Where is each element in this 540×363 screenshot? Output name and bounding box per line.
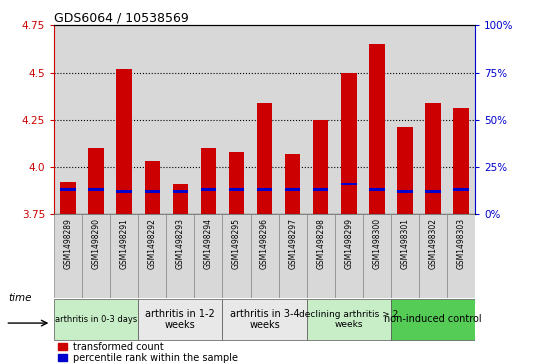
Bar <box>222 25 251 214</box>
Bar <box>341 183 356 185</box>
Bar <box>363 214 391 298</box>
Bar <box>60 188 76 191</box>
Text: GSM1498294: GSM1498294 <box>204 219 213 269</box>
Text: GSM1498297: GSM1498297 <box>288 219 297 269</box>
Bar <box>166 25 194 214</box>
Bar <box>313 120 328 214</box>
Text: GSM1498298: GSM1498298 <box>316 219 325 269</box>
Bar <box>307 25 335 214</box>
Bar <box>194 25 222 214</box>
Bar <box>307 214 335 298</box>
Bar <box>279 214 307 298</box>
Bar <box>251 214 279 298</box>
Text: arthritis in 1-2
weeks: arthritis in 1-2 weeks <box>145 309 215 330</box>
Bar <box>391 298 475 340</box>
Text: GSM1498300: GSM1498300 <box>373 219 381 269</box>
Bar <box>279 25 307 214</box>
Bar <box>117 190 132 193</box>
Bar <box>313 188 328 191</box>
Bar <box>369 44 384 214</box>
Bar <box>447 214 475 298</box>
Bar <box>307 298 391 340</box>
Text: GSM1498301: GSM1498301 <box>401 219 409 269</box>
Bar <box>447 25 475 214</box>
Bar <box>58 354 68 361</box>
Bar <box>257 188 272 191</box>
Text: GSM1498293: GSM1498293 <box>176 219 185 269</box>
Bar <box>138 25 166 214</box>
Bar <box>201 148 216 214</box>
Text: arthritis in 0-3 days: arthritis in 0-3 days <box>55 315 137 324</box>
Text: transformed count: transformed count <box>73 342 164 352</box>
Bar <box>426 103 441 214</box>
Bar <box>173 190 188 193</box>
Bar <box>341 73 356 214</box>
Bar <box>419 25 447 214</box>
Bar <box>54 214 82 298</box>
Bar <box>335 25 363 214</box>
Bar <box>222 214 251 298</box>
Bar <box>110 214 138 298</box>
Bar <box>391 25 419 214</box>
Bar <box>110 25 138 214</box>
Text: GSM1498302: GSM1498302 <box>429 219 437 269</box>
Bar <box>419 214 447 298</box>
Bar <box>397 190 413 193</box>
Bar <box>363 25 391 214</box>
Bar <box>222 298 307 340</box>
Text: declining arthritis > 2
weeks: declining arthritis > 2 weeks <box>299 310 399 329</box>
Bar <box>89 188 104 191</box>
Bar <box>426 190 441 193</box>
Bar <box>138 214 166 298</box>
Text: GSM1498292: GSM1498292 <box>148 219 157 269</box>
Bar <box>60 182 76 214</box>
Text: GSM1498303: GSM1498303 <box>457 219 465 269</box>
Text: GSM1498296: GSM1498296 <box>260 219 269 269</box>
Text: non-induced control: non-induced control <box>384 314 482 325</box>
Bar <box>166 214 194 298</box>
Bar <box>369 188 384 191</box>
Bar <box>454 188 469 191</box>
Bar <box>454 109 469 214</box>
Text: arthritis in 3-4
weeks: arthritis in 3-4 weeks <box>230 309 299 330</box>
Bar <box>285 154 300 214</box>
Bar <box>82 25 110 214</box>
Bar <box>285 188 300 191</box>
Bar <box>54 298 138 340</box>
Text: GSM1498289: GSM1498289 <box>64 219 72 269</box>
Bar <box>229 152 244 214</box>
Bar <box>397 127 413 214</box>
Bar <box>117 69 132 214</box>
Bar <box>82 214 110 298</box>
Bar <box>251 25 279 214</box>
Bar <box>145 161 160 214</box>
Text: GDS6064 / 10538569: GDS6064 / 10538569 <box>54 11 189 24</box>
Text: percentile rank within the sample: percentile rank within the sample <box>73 352 238 363</box>
Text: GSM1498290: GSM1498290 <box>92 219 100 269</box>
Bar <box>335 214 363 298</box>
Bar <box>89 148 104 214</box>
Text: GSM1498295: GSM1498295 <box>232 219 241 269</box>
Bar <box>173 184 188 214</box>
Text: time: time <box>8 293 32 303</box>
Text: GSM1498299: GSM1498299 <box>345 219 353 269</box>
Bar <box>138 298 222 340</box>
Bar <box>58 343 68 350</box>
Bar <box>54 25 82 214</box>
Text: GSM1498291: GSM1498291 <box>120 219 129 269</box>
Bar <box>257 103 272 214</box>
Bar <box>201 188 216 191</box>
Bar <box>391 214 419 298</box>
Bar <box>194 214 222 298</box>
Bar <box>145 190 160 193</box>
Bar <box>229 188 244 191</box>
